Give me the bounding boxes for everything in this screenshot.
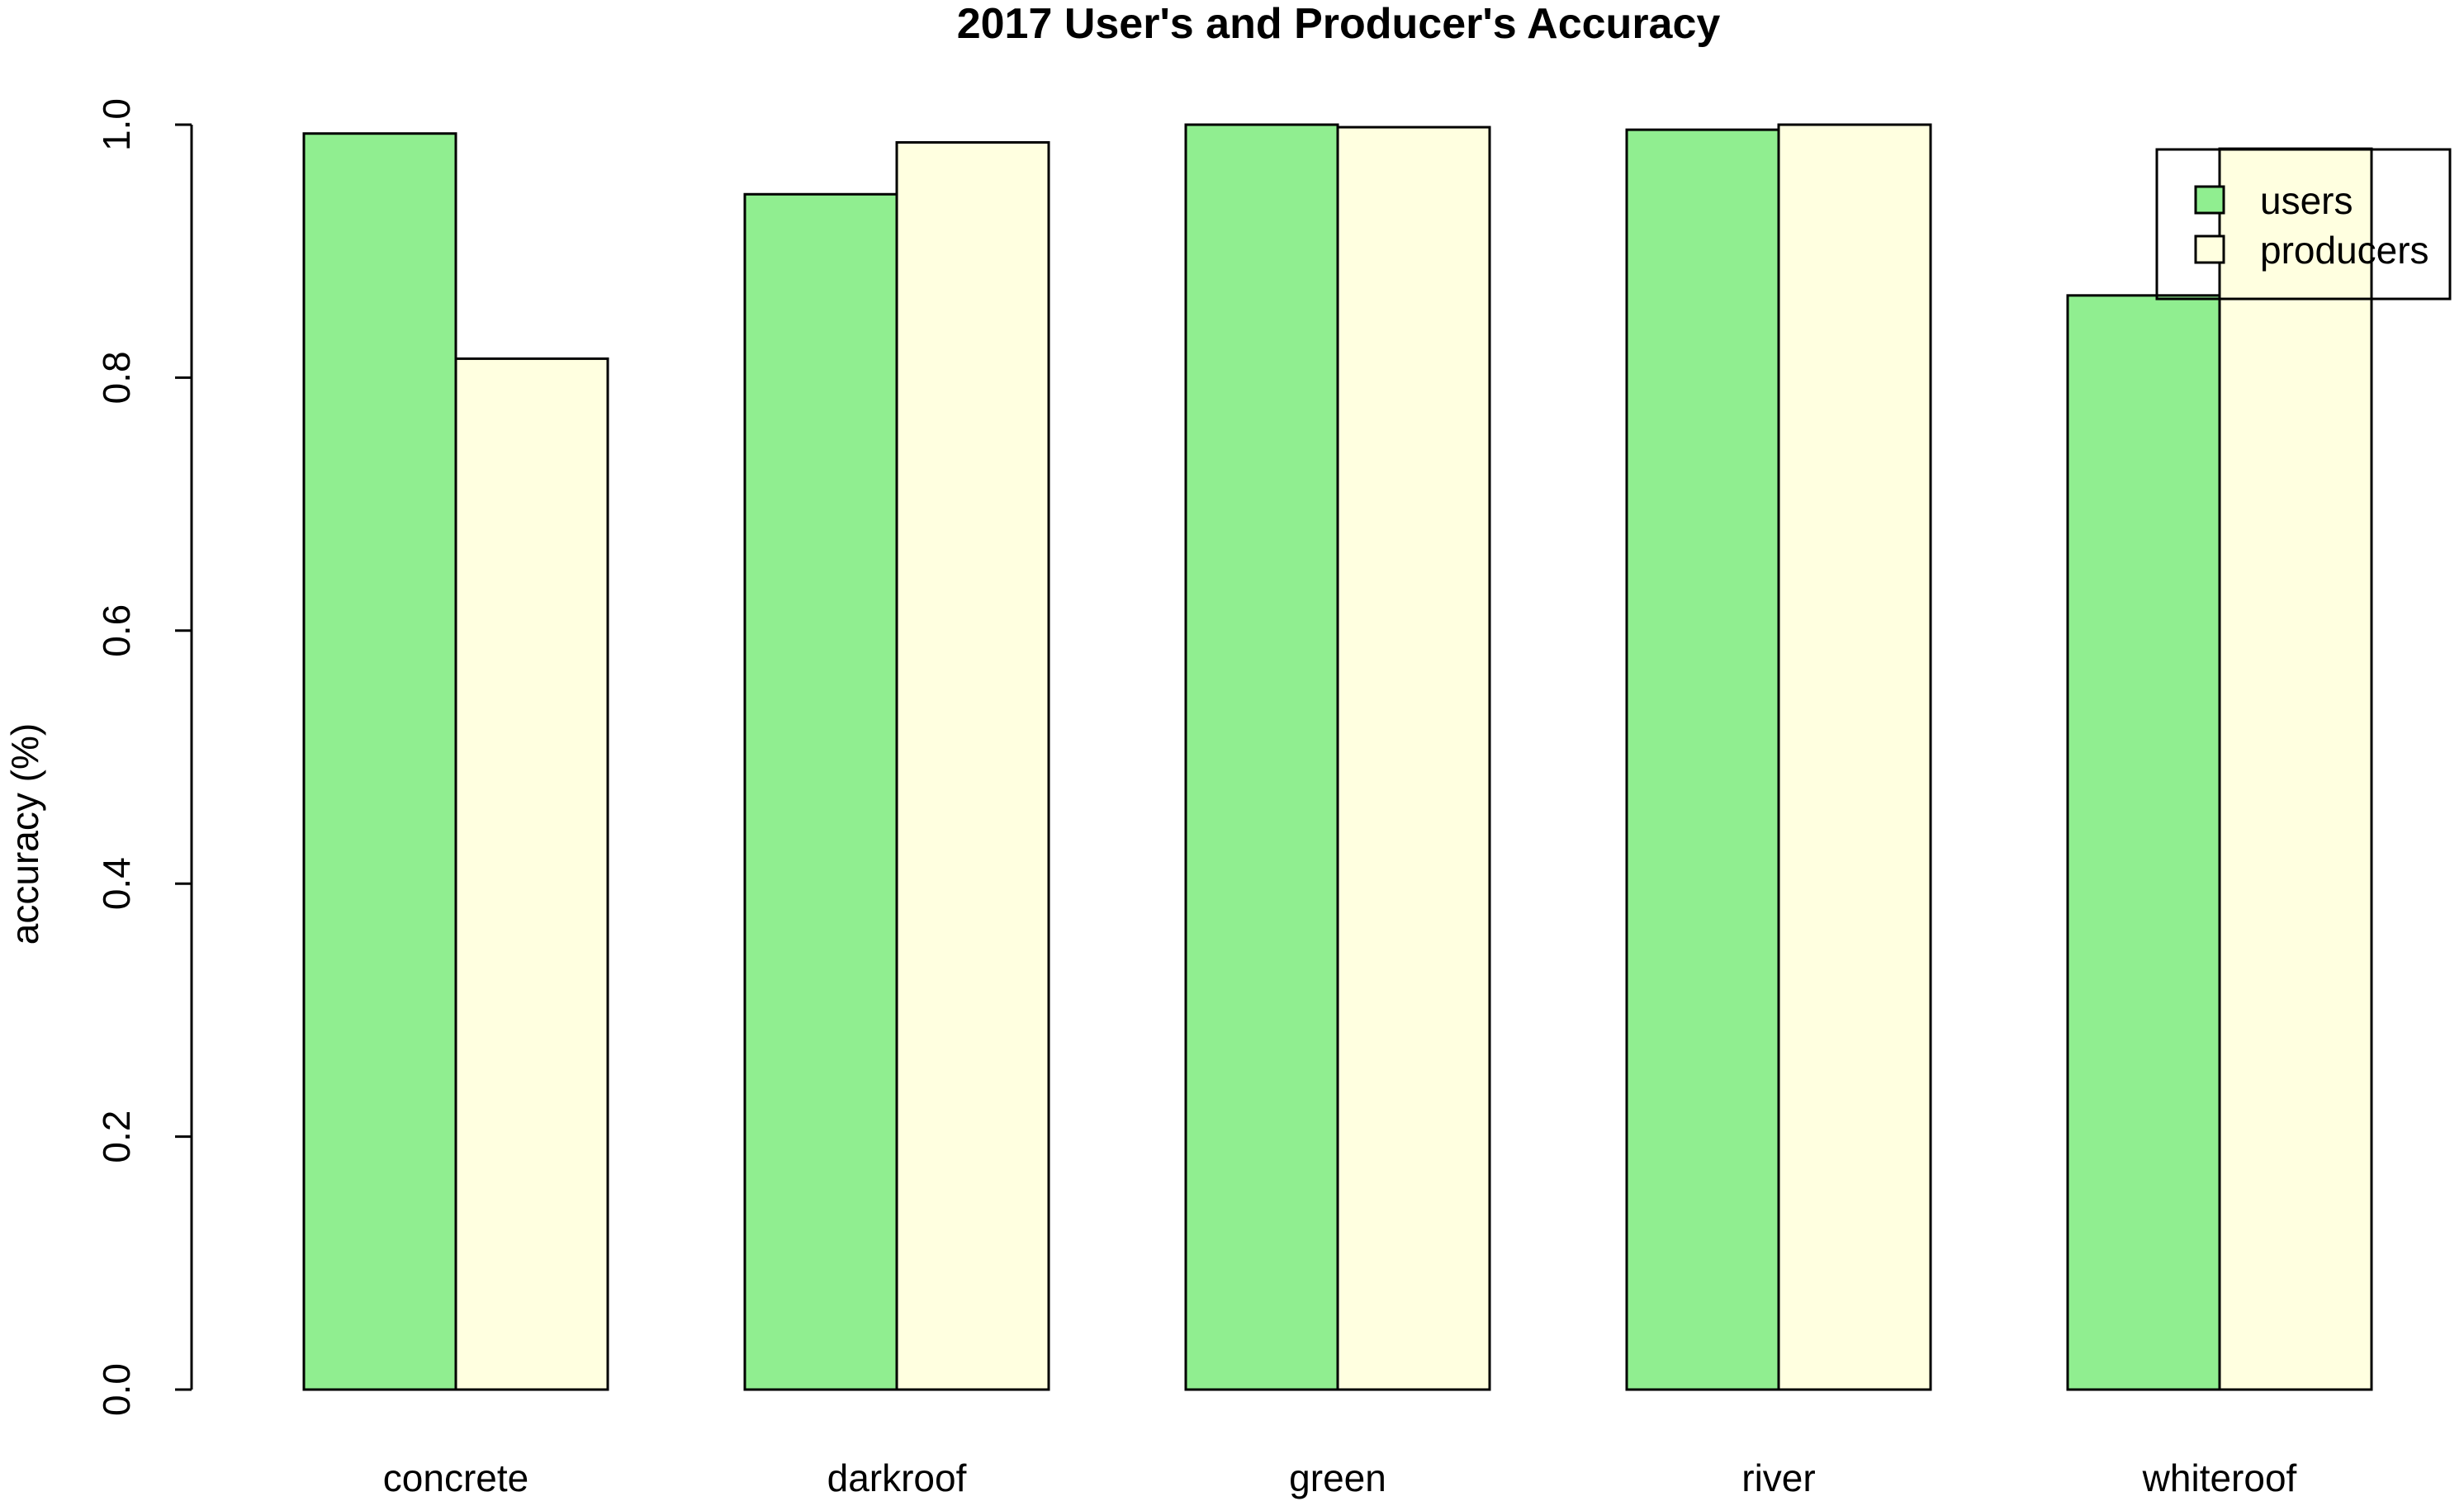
y-tick-label: 0.4 [95, 857, 138, 910]
bar-concrete-producers [454, 357, 609, 1391]
legend-swatch-users [2194, 185, 2225, 215]
category-labels: concrete darkroof green river whiteroof [383, 1456, 2297, 1499]
chart-title: 2017 User's and Producer's Accuracy [957, 0, 1721, 48]
legend-box [2155, 148, 2452, 301]
bar-concrete-users [302, 132, 457, 1391]
bar-river-producers [1777, 123, 1932, 1391]
bar-river-users [1625, 128, 1780, 1391]
legend-label-users: users [2260, 179, 2353, 222]
legend-swatch-producers [2194, 234, 2225, 264]
x-tick-label-darkroof: darkroof [827, 1456, 967, 1499]
bar-green-users [1184, 123, 1339, 1391]
bar-green-producers [1336, 126, 1491, 1391]
y-axis-label: accuracy (%) [3, 723, 46, 945]
bar-darkroof-users [743, 192, 898, 1391]
y-tick-label: 1.0 [95, 98, 138, 151]
bar-darkroof-producers [895, 140, 1050, 1391]
y-tick-label: 0.0 [95, 1363, 138, 1416]
legend: users producers [2155, 148, 2452, 301]
x-tick-label-whiteroof: whiteroof [2142, 1456, 2297, 1499]
y-axis: 0.0 0.2 0.4 0.6 0.8 1.0 [95, 98, 193, 1416]
y-tick-label: 0.6 [95, 604, 138, 657]
legend-label-producers: producers [2260, 229, 2429, 272]
y-tick-label: 0.2 [95, 1111, 138, 1163]
x-tick-label-green: green [1289, 1456, 1386, 1499]
bar-whiteroof-users [2066, 294, 2221, 1391]
bar-whiteroof-producers [2218, 147, 2373, 1391]
x-tick-label-concrete: concrete [383, 1456, 528, 1499]
y-tick-label: 0.8 [95, 351, 138, 404]
bars-group [302, 123, 2373, 1391]
x-tick-label-river: river [1741, 1456, 1815, 1499]
